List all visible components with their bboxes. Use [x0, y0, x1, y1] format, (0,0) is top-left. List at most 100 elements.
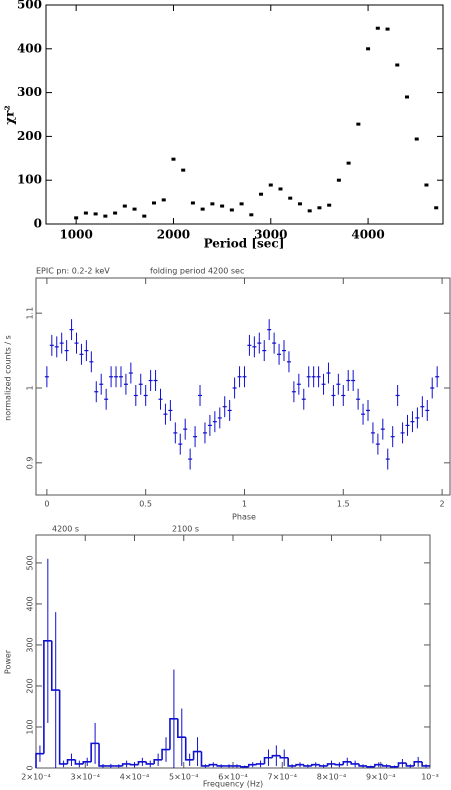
point [113, 211, 118, 215]
point [161, 198, 166, 202]
histogram-step [255, 763, 265, 765]
point [327, 203, 332, 207]
histogram-step [82, 761, 92, 764]
y-axis-title: normalized counts / s [4, 335, 13, 421]
histogram-step [184, 737, 194, 761]
y-tick-label: 0.9 [26, 456, 35, 469]
histogram-step [35, 752, 44, 768]
y-tick-label: 1.1 [26, 307, 35, 320]
x-tick-label: 1.5 [337, 500, 350, 509]
y-tick-label: 300 [17, 85, 42, 99]
y-tick-label: 0 [26, 765, 35, 770]
point [317, 206, 322, 210]
point [346, 161, 351, 165]
point [297, 202, 302, 206]
histogram-step [303, 764, 312, 767]
point [200, 207, 205, 211]
annotation: folding period 4200 sec [150, 267, 244, 276]
histogram-step [216, 764, 226, 767]
panel: 0 0.5 1 1.5 2 0.9 1 1.1 Phase normalized counts /… [4, 267, 451, 522]
point [239, 202, 244, 206]
point [307, 209, 312, 213]
histogram-step [287, 757, 297, 767]
histogram-step [405, 763, 415, 767]
y-tick-label: 300 [26, 637, 35, 652]
annotation: EPIC pn: 0.2-2 keV [36, 267, 110, 276]
x-axis-title: Period [sec] [204, 237, 285, 251]
point [210, 202, 215, 206]
histogram-step [192, 750, 202, 760]
point [229, 208, 234, 212]
x-tick-label: 6×10⁻⁴ [218, 773, 247, 782]
histogram-step [137, 761, 147, 765]
histogram-step [98, 743, 107, 767]
histogram-step [177, 718, 186, 739]
y-axis-title: Power [4, 649, 13, 674]
point [336, 178, 341, 182]
histogram-step [90, 742, 100, 762]
point [356, 122, 361, 126]
x-tick-label: 1000 [59, 228, 92, 242]
histogram-step [58, 690, 68, 765]
histogram-step [145, 761, 155, 765]
histogram-step [129, 763, 139, 766]
histogram-step [263, 756, 273, 764]
x-tick-label: 7×10⁻⁴ [268, 773, 297, 782]
point [83, 211, 88, 215]
x-axis-title: Phase [232, 513, 256, 522]
x-tick-label: 5×10⁻⁴ [169, 773, 198, 782]
y-tick-label: 400 [17, 41, 42, 55]
point [249, 213, 254, 217]
point [259, 192, 264, 196]
histogram-step [295, 763, 304, 766]
point [395, 63, 400, 67]
point [414, 137, 419, 141]
point [385, 27, 390, 31]
x-tick-label: 0 [44, 500, 49, 509]
histogram-step [397, 762, 407, 767]
histogram-step [358, 763, 367, 767]
x-tick-label: 10⁻³ [421, 773, 439, 782]
histogram-step [153, 758, 163, 764]
point [278, 187, 283, 191]
histogram-step [326, 763, 336, 766]
histogram-step [374, 763, 383, 767]
point [424, 183, 429, 187]
histogram-step [334, 763, 344, 766]
histogram-step [342, 761, 352, 765]
histogram-step [413, 761, 423, 766]
point [171, 157, 176, 161]
y-tick-label: 100 [17, 173, 42, 187]
point [74, 216, 79, 220]
histogram-step [389, 765, 399, 768]
x-axis-title: Frequency (Hz) [203, 780, 263, 789]
x-tick-label: 3000 [254, 228, 287, 242]
histogram-step [381, 764, 391, 767]
histogram-step [318, 764, 328, 767]
x-tick-label: 4×10⁻⁴ [120, 773, 149, 782]
histogram-step [366, 765, 375, 768]
plot-frame [45, 4, 444, 225]
point [103, 214, 108, 218]
panel: 2×10⁻⁴ 3×10⁻⁴ 4×10⁻⁴ 5×10⁻⁴ 6×10⁻⁴ 7×10⁻⁴ 8×10… [4, 525, 439, 789]
histogram-step [271, 754, 281, 758]
x-tick-label: 2000 [157, 228, 190, 242]
point [268, 183, 273, 187]
histogram-step [43, 640, 52, 754]
x-tick-label: 3×10⁻⁴ [71, 773, 100, 782]
histogram-step [311, 763, 320, 766]
histogram-step [279, 755, 289, 759]
histogram-step [74, 759, 84, 765]
histogram-step [161, 748, 170, 760]
y-tick-label: 500 [26, 555, 35, 570]
y-tick-label: 100 [26, 719, 35, 734]
y-tick-label: 0 [34, 217, 42, 231]
point [181, 168, 186, 172]
point [190, 201, 195, 205]
histogram-step [350, 761, 360, 765]
x-tick-label: 2×10⁻⁴ [21, 773, 50, 782]
point [375, 26, 380, 30]
x-tick-label: 1 [242, 500, 247, 509]
point [93, 212, 98, 216]
point [434, 206, 439, 210]
